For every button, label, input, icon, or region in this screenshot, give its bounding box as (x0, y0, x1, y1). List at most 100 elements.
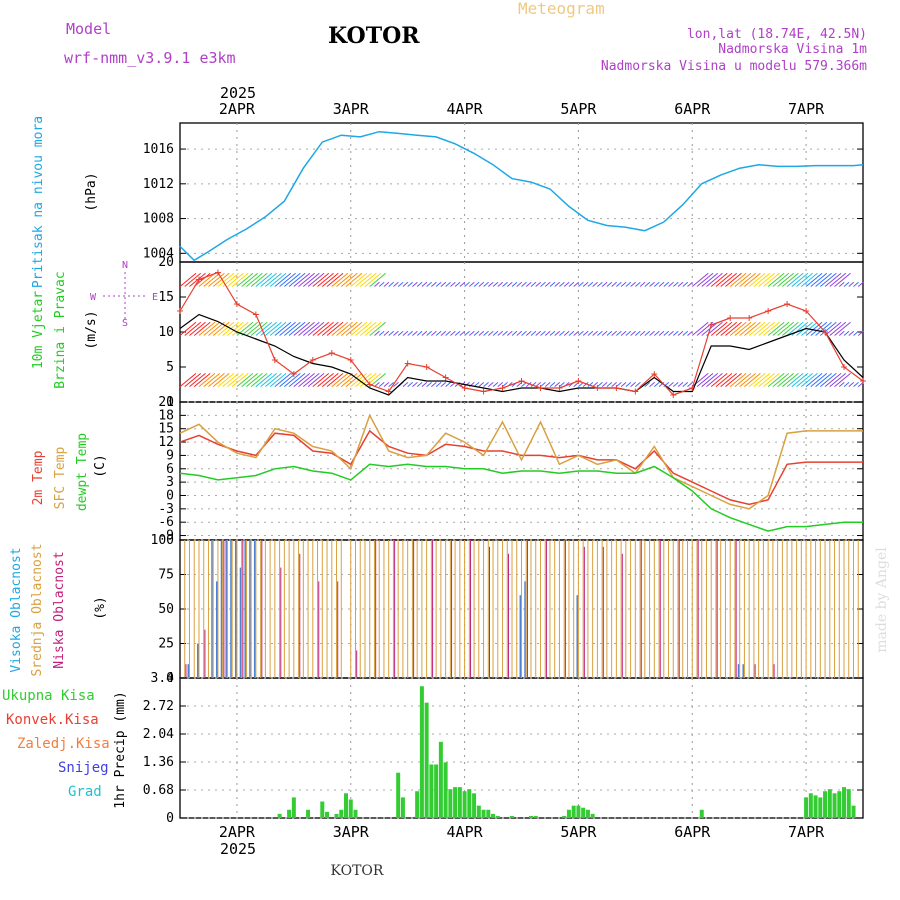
wind-barb (677, 330, 684, 336)
wind-barb (388, 382, 395, 387)
wind-barb (843, 382, 850, 387)
wind-barb (796, 373, 813, 387)
lonlat-label: lon,lat (18.74E, 42.5N) (687, 27, 867, 42)
precip-bar (448, 789, 453, 818)
wind-barb (407, 330, 413, 336)
wind-barb (516, 330, 523, 336)
bottom-date-label: 6APR (674, 823, 711, 841)
wind-barb (212, 272, 230, 287)
wind-barb (701, 373, 719, 387)
precip-bar (339, 809, 344, 818)
wind-barb (459, 281, 466, 287)
wind-barb (426, 330, 432, 336)
cloud-low-label: Niska Oblacnost (52, 551, 67, 668)
wind-barb (492, 382, 499, 387)
wind-barb (748, 373, 766, 387)
wind-barb (824, 272, 842, 287)
model-label: Model (66, 20, 111, 38)
wind-gust-marker (461, 385, 468, 391)
wind-barb (203, 321, 221, 336)
wind-title-2: Brzina i Pravac (53, 271, 68, 388)
wind-barb (321, 272, 339, 287)
wind-barb (179, 373, 197, 387)
y-tick-label: 0 (166, 488, 174, 503)
wind-barb (843, 330, 850, 336)
wind-barb (744, 321, 761, 336)
y-tick-label: -3 (158, 502, 174, 517)
wind-gust-marker (651, 371, 658, 377)
precip-bar (491, 813, 496, 818)
wind-gust-marker (632, 388, 639, 395)
wind-barb (739, 272, 756, 287)
wind-barb (378, 330, 385, 336)
wind-gust-marker (442, 374, 449, 381)
bottom-date-label: 4APR (447, 823, 484, 841)
wind-barb (597, 330, 603, 336)
wind-barb (227, 373, 244, 387)
compass-north-label: N (122, 260, 128, 271)
wind-gust-marker (252, 311, 259, 318)
wind-barb (582, 281, 589, 287)
precip-bar (842, 787, 847, 818)
wind-barb (601, 281, 608, 287)
footer-station: KOTOR (331, 863, 384, 879)
precip-bar (581, 807, 586, 818)
y-tick-label: 0.68 (143, 783, 174, 798)
wind-unit: (m/s) (84, 310, 99, 349)
wind-barb (791, 272, 809, 287)
wind-barb (469, 281, 475, 287)
wind-barb (701, 272, 719, 287)
wind-barb (758, 272, 775, 287)
wind-barb (450, 330, 456, 336)
wind-barb (838, 281, 845, 287)
wind-barb (563, 281, 570, 287)
wind-barb (416, 281, 423, 287)
wind-barb (445, 281, 451, 287)
wind-gust-marker (594, 385, 601, 391)
wind-gust-marker (177, 308, 183, 314)
wind-barb (824, 373, 842, 387)
wind-barb (459, 330, 466, 336)
wind-barb (729, 272, 747, 287)
wind-barb (597, 382, 603, 387)
wind-barb (767, 321, 785, 336)
wind-barb (805, 373, 823, 387)
precip-bar (334, 813, 339, 818)
wind-barb (383, 281, 390, 287)
wind-barb (241, 373, 258, 387)
precip-bar (277, 813, 282, 818)
wind-barb (231, 373, 249, 387)
wind-barb (303, 272, 320, 287)
wind-barb (435, 382, 442, 387)
y-tick-label: 15 (158, 290, 174, 305)
wind-barb (663, 330, 670, 336)
wind-barb (777, 373, 794, 387)
wind-barb (848, 330, 855, 336)
wind-barb (478, 330, 485, 336)
wind-barb (359, 321, 377, 336)
wind-barb (241, 272, 258, 287)
wind-compass-icon: N S W E (90, 260, 158, 329)
wind-barb (279, 321, 296, 336)
wind-barb (739, 373, 756, 387)
wind-barb (796, 272, 813, 287)
wind-barb (336, 373, 353, 387)
wind-barb (269, 272, 287, 287)
wind-barb (630, 281, 636, 287)
wind-barb (492, 330, 499, 336)
wind-barb (326, 272, 344, 287)
wind-barb (416, 382, 423, 387)
wind-barb (644, 382, 651, 387)
wind-barb (440, 330, 447, 336)
precip-bar (415, 791, 420, 818)
wind-barb (374, 281, 380, 287)
wind-barb (672, 281, 679, 287)
wind-barb (426, 281, 432, 287)
wind-barb (317, 272, 334, 287)
wind-barb (397, 281, 404, 287)
wind-gust-marker (309, 357, 316, 363)
wind-barb (630, 330, 636, 336)
wind-barb (838, 330, 845, 336)
precip-bar (353, 809, 358, 818)
wind-barb (236, 373, 254, 387)
